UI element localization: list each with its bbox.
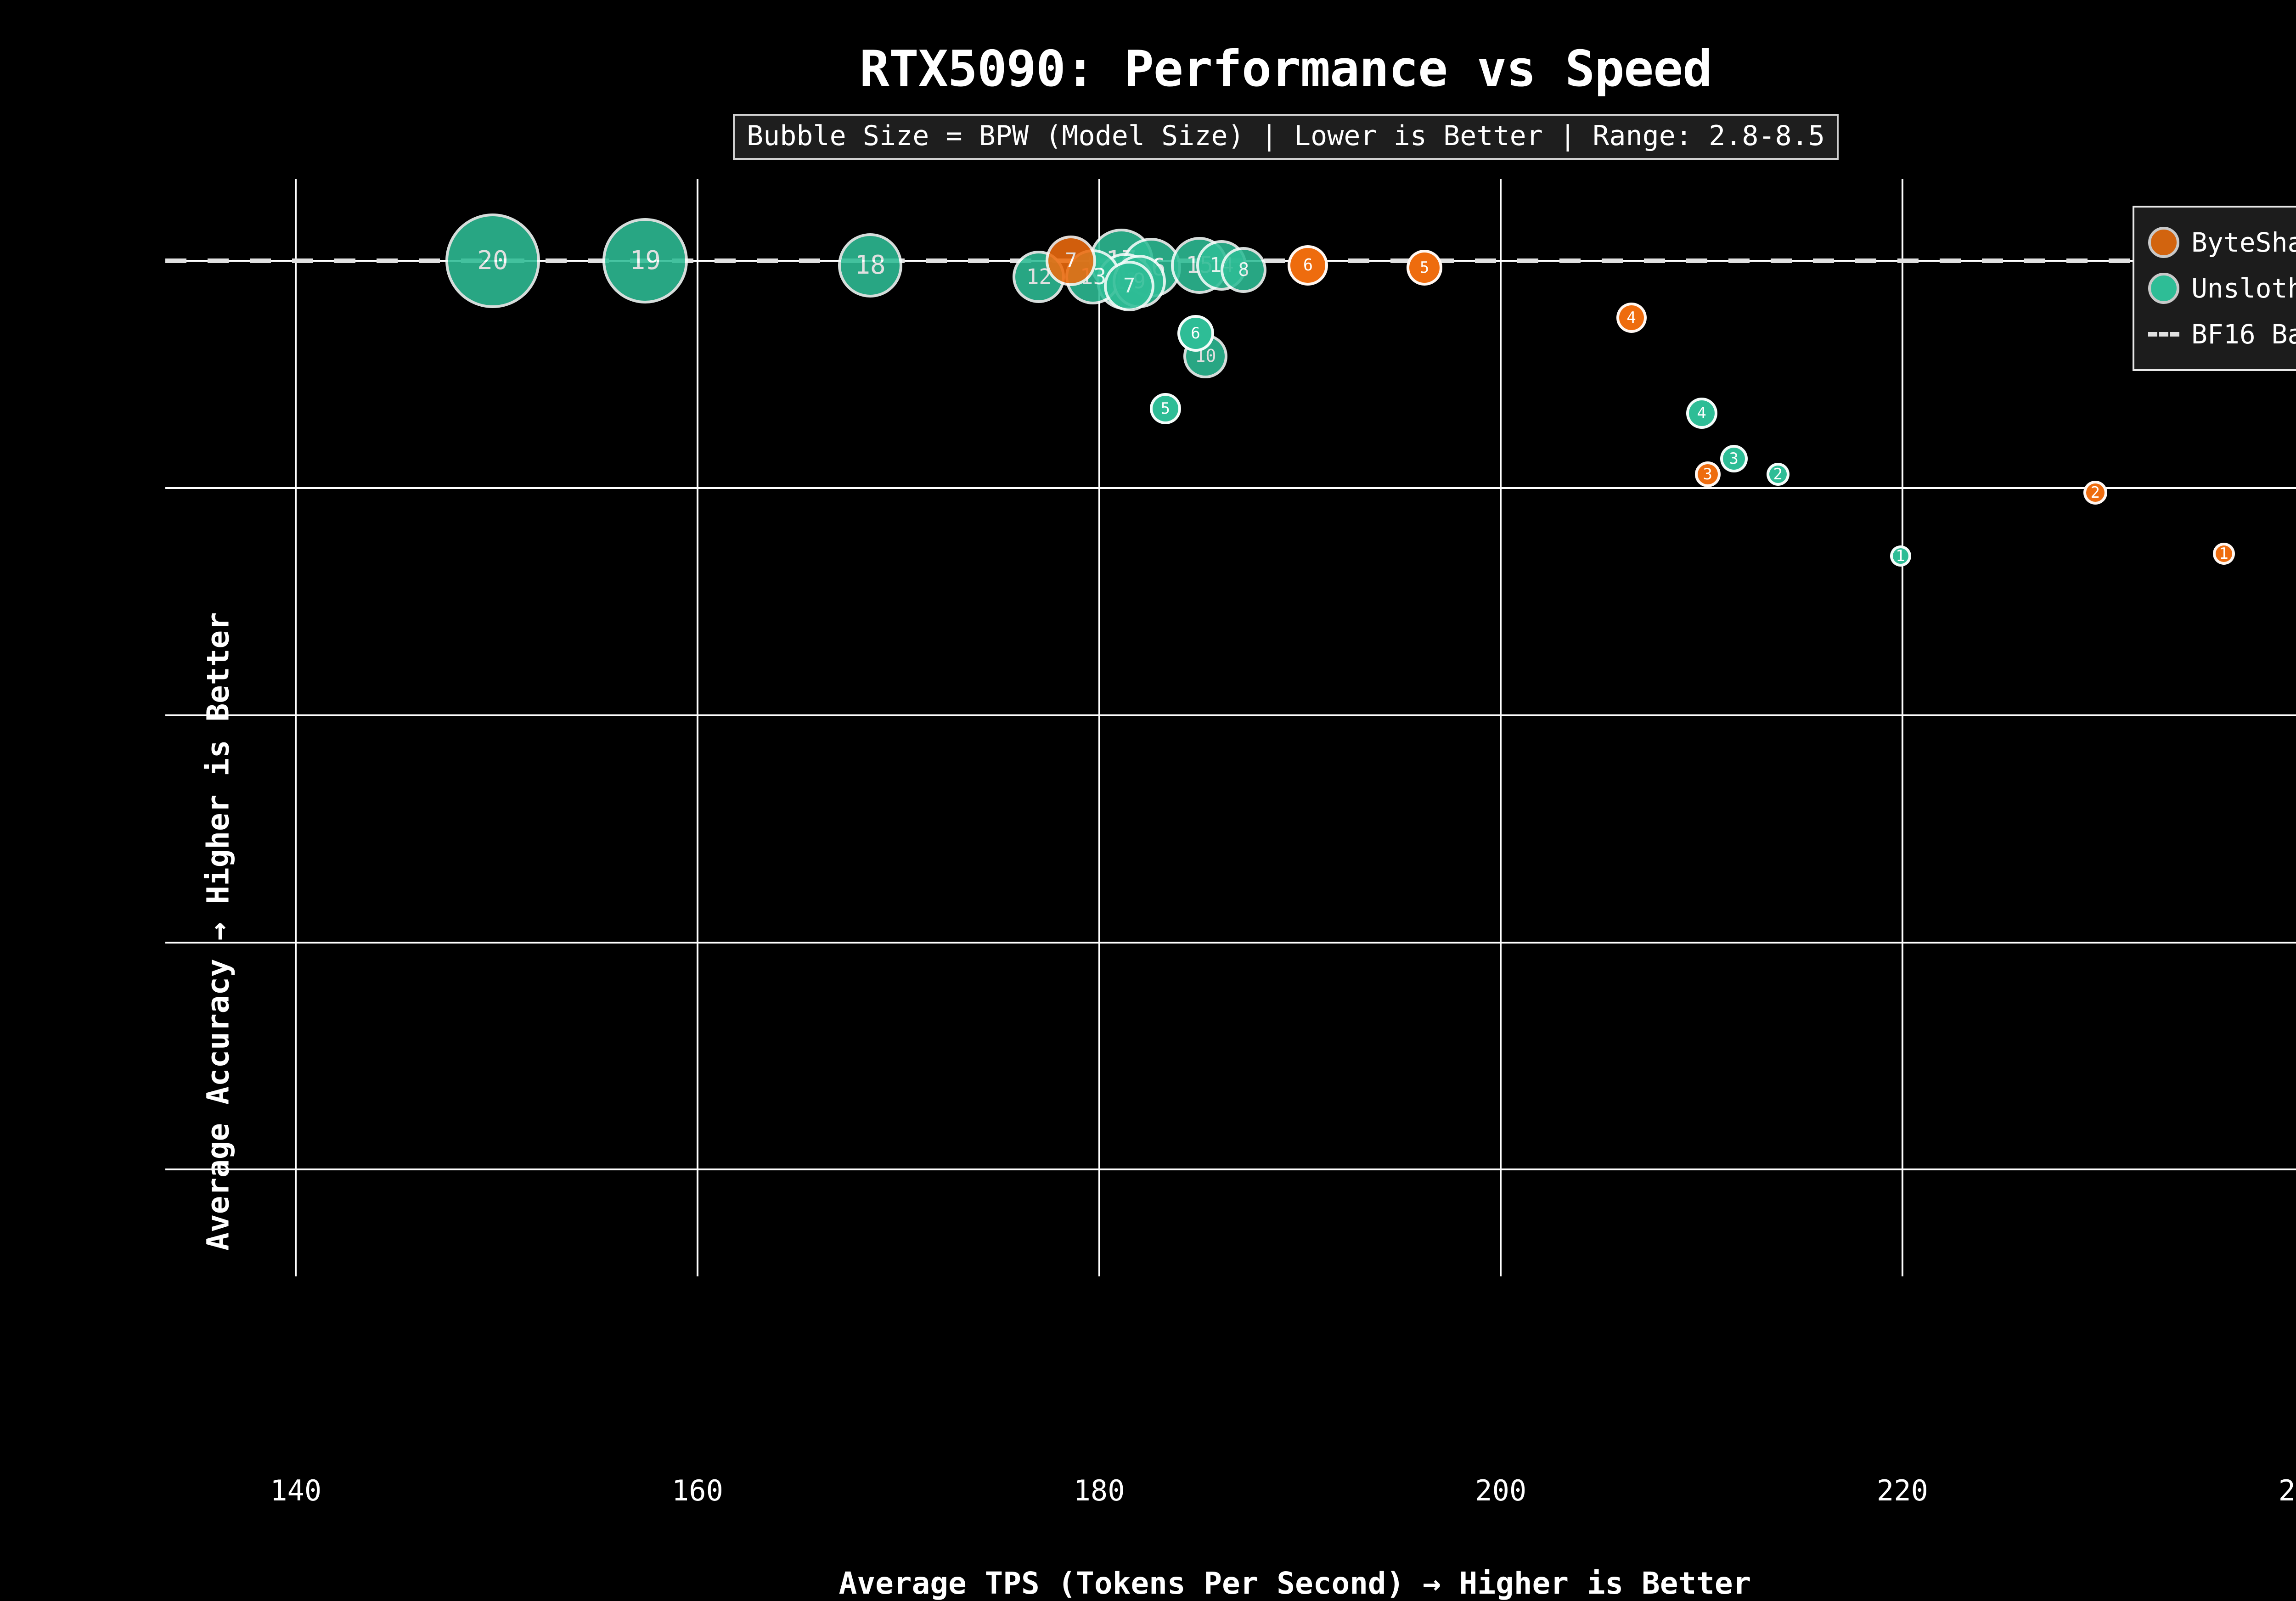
gridline-horizontal (165, 714, 2296, 716)
legend-item-label: ByteShape (2191, 227, 2296, 258)
x-axis-label: Average TPS (Tokens Per Second) → Higher… (838, 1566, 1751, 1601)
bubble-label: 7 (1065, 249, 1077, 273)
gridline-vertical (1901, 179, 1903, 1276)
bubble-label: 5 (1160, 399, 1171, 418)
legend-item-unsloth[interactable]: Unsloth (2148, 265, 2296, 311)
bubble-label: 1 (2219, 545, 2228, 563)
dashed-line-icon (2148, 332, 2179, 337)
bubble-point[interactable]: 3 (1694, 461, 1721, 488)
chart-subtitle-container: Bubble Size = BPW (Model Size) | Lower i… (0, 114, 2296, 160)
chart-canvas: RTX5090: Performance vs Speed Bubble Siz… (0, 40, 2296, 1601)
gridline-horizontal (165, 487, 2296, 489)
bubble-label: 2 (2090, 483, 2100, 502)
bubble-point[interactable]: 3 (1720, 444, 1748, 472)
bubble-label: 18 (855, 250, 886, 281)
x-tick-label: 180 (1073, 1474, 1125, 1507)
legend-item-bf16-baseline[interactable]: BF16 Baseline (2148, 311, 2296, 357)
bubble-point[interactable]: 8 (1221, 247, 1267, 293)
legend-item-byteshape[interactable]: ByteShape (2148, 219, 2296, 265)
y-axis-label: Average Accuracy → Higher is Better (200, 612, 236, 1251)
x-tick-label: 220 (1876, 1474, 1928, 1507)
x-tick-label: 200 (1475, 1474, 1527, 1507)
gridline-vertical (295, 179, 297, 1276)
chart-legend[interactable]: ByteShape Unsloth BF16 Baseline (2133, 206, 2296, 371)
bubble-point[interactable]: 1 (2212, 543, 2235, 565)
bubble-point[interactable]: 18 (838, 233, 903, 298)
bubble-label: 1 (1896, 547, 1905, 566)
bubble-label: 7 (1123, 274, 1136, 298)
bubble-label: 2 (1773, 465, 1783, 484)
bubble-point[interactable]: 5 (1149, 393, 1181, 424)
legend-item-label: Unsloth (2191, 273, 2296, 304)
bubble-label: 6 (1191, 324, 1200, 343)
bubble-label: 8 (1238, 259, 1249, 281)
gridline-vertical (1098, 179, 1100, 1276)
bubble-point[interactable]: 2 (2083, 480, 2107, 505)
plot-area: 20191817161511139121477810665544332211 1… (165, 179, 2296, 1601)
bubble-label: 5 (1419, 258, 1429, 277)
bubble-point[interactable]: 6 (1177, 315, 1214, 352)
bubble-point[interactable]: 20 (445, 213, 540, 309)
chart-subtitle: Bubble Size = BPW (Model Size) | Lower i… (733, 114, 1839, 160)
x-tick-label: 140 (270, 1474, 322, 1507)
bubble-label: 3 (1729, 449, 1739, 468)
bubble-label: 20 (477, 246, 508, 276)
bubble-label: 4 (1626, 308, 1636, 327)
x-tick-label: 160 (671, 1474, 723, 1507)
bubble-point[interactable]: 4 (1616, 302, 1647, 333)
circle-marker-icon (2148, 273, 2179, 304)
bubble-point[interactable]: 7 (1046, 236, 1097, 286)
bubble-point[interactable]: 7 (1104, 260, 1155, 311)
bubble-point[interactable]: 4 (1686, 397, 1717, 429)
bubble-point[interactable]: 5 (1407, 249, 1443, 286)
bubble-label: 4 (1697, 404, 1706, 422)
gridline-horizontal (165, 941, 2296, 944)
chart-title: RTX5090: Performance vs Speed (859, 40, 1713, 98)
bubble-point[interactable]: 19 (602, 218, 688, 304)
circle-marker-icon (2148, 227, 2179, 258)
bubble-label: 6 (1303, 256, 1313, 275)
legend-item-label: BF16 Baseline (2191, 319, 2296, 350)
gridline-vertical (696, 179, 698, 1276)
bubble-point[interactable]: 1 (1890, 545, 1911, 567)
bubble-point[interactable]: 2 (1766, 463, 1790, 486)
x-tick-label: 240 (2278, 1474, 2296, 1507)
bubble-label: 3 (1703, 465, 1712, 484)
bubble-point[interactable]: 6 (1288, 245, 1328, 286)
gridline-horizontal (165, 1168, 2296, 1171)
gridline-vertical (1500, 179, 1502, 1276)
bubble-label: 19 (630, 246, 661, 276)
